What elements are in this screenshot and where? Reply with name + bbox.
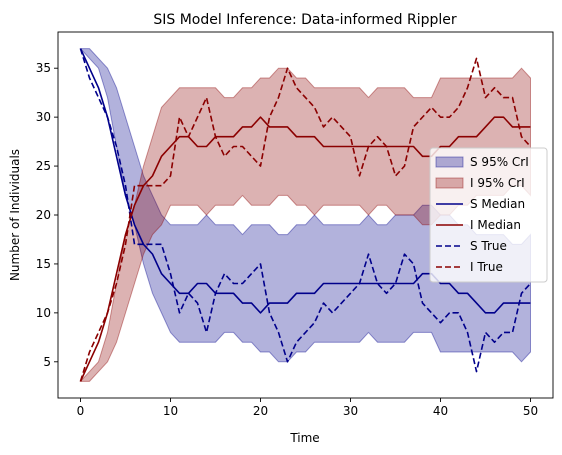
i-95-cri-legend-swatch <box>435 177 464 189</box>
y-tick-label: 30 <box>36 110 51 124</box>
s-95-cri-legend-label: S 95% CrI <box>470 155 529 169</box>
s-median-legend-label: S Median <box>470 197 525 211</box>
x-tick-label: 40 <box>433 404 448 418</box>
i-median-legend-label: I Median <box>470 218 521 232</box>
chart-title: SIS Model Inference: Data-informed Rippl… <box>153 12 457 28</box>
i-95-cri-band <box>79 67 531 382</box>
s-median-line <box>79 48 531 314</box>
y-tick-label: 5 <box>43 355 51 369</box>
y-tick-label: 20 <box>36 208 51 222</box>
s-true-line <box>79 48 532 373</box>
i-95-cri-legend-label: I 95% CrI <box>470 176 525 190</box>
s-true-legend-label: S True <box>470 239 507 253</box>
y-tick-label: 25 <box>36 159 51 173</box>
legend-box <box>429 147 548 283</box>
x-tick-label: 20 <box>253 404 268 418</box>
y-tick-label: 15 <box>36 257 51 271</box>
x-tick-label: 50 <box>523 404 538 418</box>
i-true-line <box>79 57 532 382</box>
i-true-legend-label: I True <box>470 260 503 274</box>
y-axis-label: Number of Individuals <box>8 149 22 281</box>
axes: 0 10 20 30 40 50 5 10 15 20 25 30 35 <box>36 61 538 418</box>
x-tick-label: 0 <box>77 404 85 418</box>
x-tick-label: 10 <box>163 404 178 418</box>
s-95-cri-legend-swatch <box>435 156 464 168</box>
y-tick-label: 35 <box>36 61 51 75</box>
i-median-line <box>79 116 531 382</box>
plot-frame <box>57 31 554 399</box>
y-tick-label: 10 <box>36 306 51 320</box>
x-tick-label: 30 <box>343 404 358 418</box>
legend: S 95% CrI I 95% CrI S Median I Median S True… <box>429 147 548 283</box>
x-axis-label: Time <box>289 431 319 445</box>
plot-area <box>79 48 532 382</box>
